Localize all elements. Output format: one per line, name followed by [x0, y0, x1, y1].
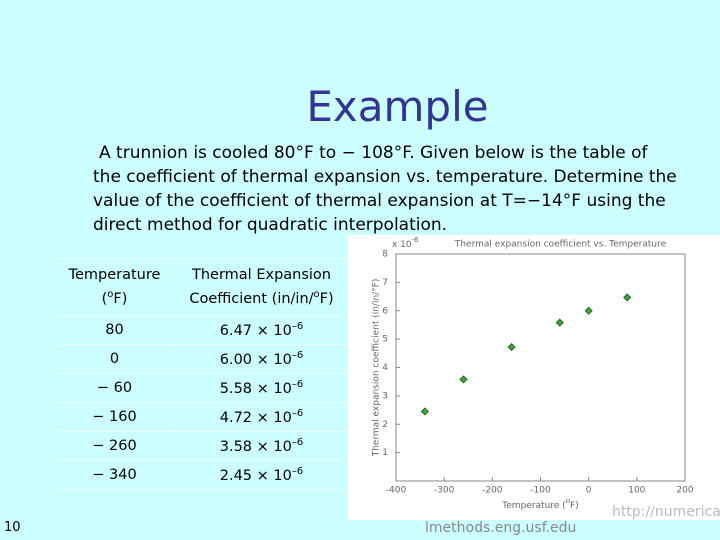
- data-table: Temperature (oF) Thermal Expansion Coeffici…: [55, 258, 350, 490]
- cell-text: –6: [291, 408, 304, 420]
- footer-url: http://numerica: [612, 504, 720, 520]
- header-text: Coefficient (in/in/: [189, 290, 314, 307]
- cell-text: 4.72 × 10: [219, 409, 292, 426]
- data-point: [420, 407, 429, 416]
- cell-text: 5.58 × 10: [219, 380, 292, 397]
- x-tick-label: -300: [434, 486, 455, 496]
- table-row: − 260 3.58 × 10–6: [55, 431, 350, 461]
- header-text: Thermal Expansion: [192, 267, 331, 284]
- x-tick-label: -100: [530, 486, 551, 496]
- y-tick-label: 3: [382, 391, 388, 401]
- x-label-part: Temperature (: [501, 501, 565, 511]
- cell-text: 2.45 × 10: [219, 467, 292, 484]
- cell-text: –6: [291, 350, 304, 362]
- header-text: Temperature: [68, 267, 161, 284]
- data-point: [459, 375, 468, 384]
- slide-title: Example: [306, 82, 489, 131]
- data-point: [507, 343, 516, 352]
- table-row: 0 6.00 × 10–6: [55, 344, 350, 374]
- body-line: value of the coefficient of thermal expa…: [93, 191, 666, 211]
- header-text: F): [319, 290, 334, 307]
- cell-text: 6.47 × 10: [219, 322, 292, 339]
- y-multiplier-part: -6: [412, 236, 420, 244]
- table-cell: 6.47 × 10–6: [173, 315, 350, 345]
- data-point: [584, 306, 593, 315]
- header-cell: Thermal Expansion Coefficient (in/in/oF): [173, 258, 350, 316]
- table-cell: 6.00 × 10–6: [173, 344, 350, 374]
- cell-text: 6.00 × 10: [219, 351, 292, 368]
- table-cell: 3.58 × 10–6: [173, 431, 350, 461]
- body-text: A trunnion is cooled 80°F to − 108°F. Gi…: [93, 141, 677, 237]
- table-cell: − 60: [55, 373, 174, 403]
- cell-text: 3.58 × 10: [219, 438, 292, 455]
- body-line: the coefficient of thermal expansion vs.…: [93, 167, 677, 187]
- table-cell: 4.72 × 10–6: [173, 402, 350, 432]
- body-line: A trunnion is cooled 80°F to − 108°F. Gi…: [99, 143, 648, 163]
- table-cell: − 260: [55, 431, 174, 461]
- header-cell: Temperature (oF): [55, 258, 174, 316]
- table-row: − 60 5.58 × 10–6: [55, 373, 350, 403]
- x-axis-label: Temperature (oF): [501, 497, 578, 511]
- y-multiplier: x 10-6: [392, 236, 419, 250]
- data-point: [623, 293, 632, 302]
- x-label-part: F): [570, 501, 579, 511]
- y-tick-label: 8: [382, 250, 388, 260]
- chart: Thermal expansion coefficient vs. Temper…: [348, 235, 720, 520]
- page-number: 10: [4, 520, 21, 535]
- cell-text: –6: [291, 379, 304, 391]
- x-tick-label: -200: [482, 486, 503, 496]
- x-label-part: o: [566, 497, 570, 505]
- y-tick-label: 2: [382, 420, 388, 430]
- x-tick-label: -400: [386, 486, 407, 496]
- y-tick-label: 7: [382, 278, 388, 288]
- table-cell: 80: [55, 315, 174, 345]
- cell-text: –6: [291, 466, 304, 478]
- footer-url: lmethods.eng.usf.edu: [425, 520, 577, 536]
- table-cell: 5.58 × 10–6: [173, 373, 350, 403]
- body-line: direct method for quadratic interpolatio…: [93, 215, 448, 235]
- x-tick-label: 200: [676, 486, 693, 496]
- chart-title: Thermal expansion coefficient vs. Temper…: [454, 240, 667, 250]
- table-cell: 0: [55, 344, 174, 374]
- y-axis-label: Thermal expansion coefficient (in/in/°F): [372, 279, 382, 458]
- cell-text: –6: [291, 321, 304, 333]
- y-tick-label: 1: [382, 448, 388, 458]
- table-row: − 340 2.45 × 10–6: [55, 460, 350, 490]
- header-text: o: [107, 289, 114, 301]
- header-text: o: [313, 289, 320, 301]
- plot-area: [395, 253, 686, 482]
- x-tick-label: 0: [586, 486, 592, 496]
- y-tick-label: 4: [382, 363, 388, 373]
- header-text: F): [113, 290, 128, 307]
- table-cell: 2.45 × 10–6: [173, 460, 350, 490]
- table-header: Temperature (oF) Thermal Expansion Coeffici…: [55, 258, 350, 316]
- table-cell: − 340: [55, 460, 174, 490]
- y-tick-label: 5: [382, 335, 388, 345]
- data-point: [555, 318, 564, 327]
- x-tick-label: 100: [628, 486, 645, 496]
- table-cell: − 160: [55, 402, 174, 432]
- cell-text: –6: [291, 437, 304, 449]
- table-row: − 160 4.72 × 10–6: [55, 402, 350, 432]
- table-row: 80 6.47 × 10–6: [55, 315, 350, 345]
- y-multiplier-part: x 10: [392, 240, 412, 250]
- y-tick-label: 6: [382, 306, 388, 316]
- header-text: (: [101, 290, 108, 307]
